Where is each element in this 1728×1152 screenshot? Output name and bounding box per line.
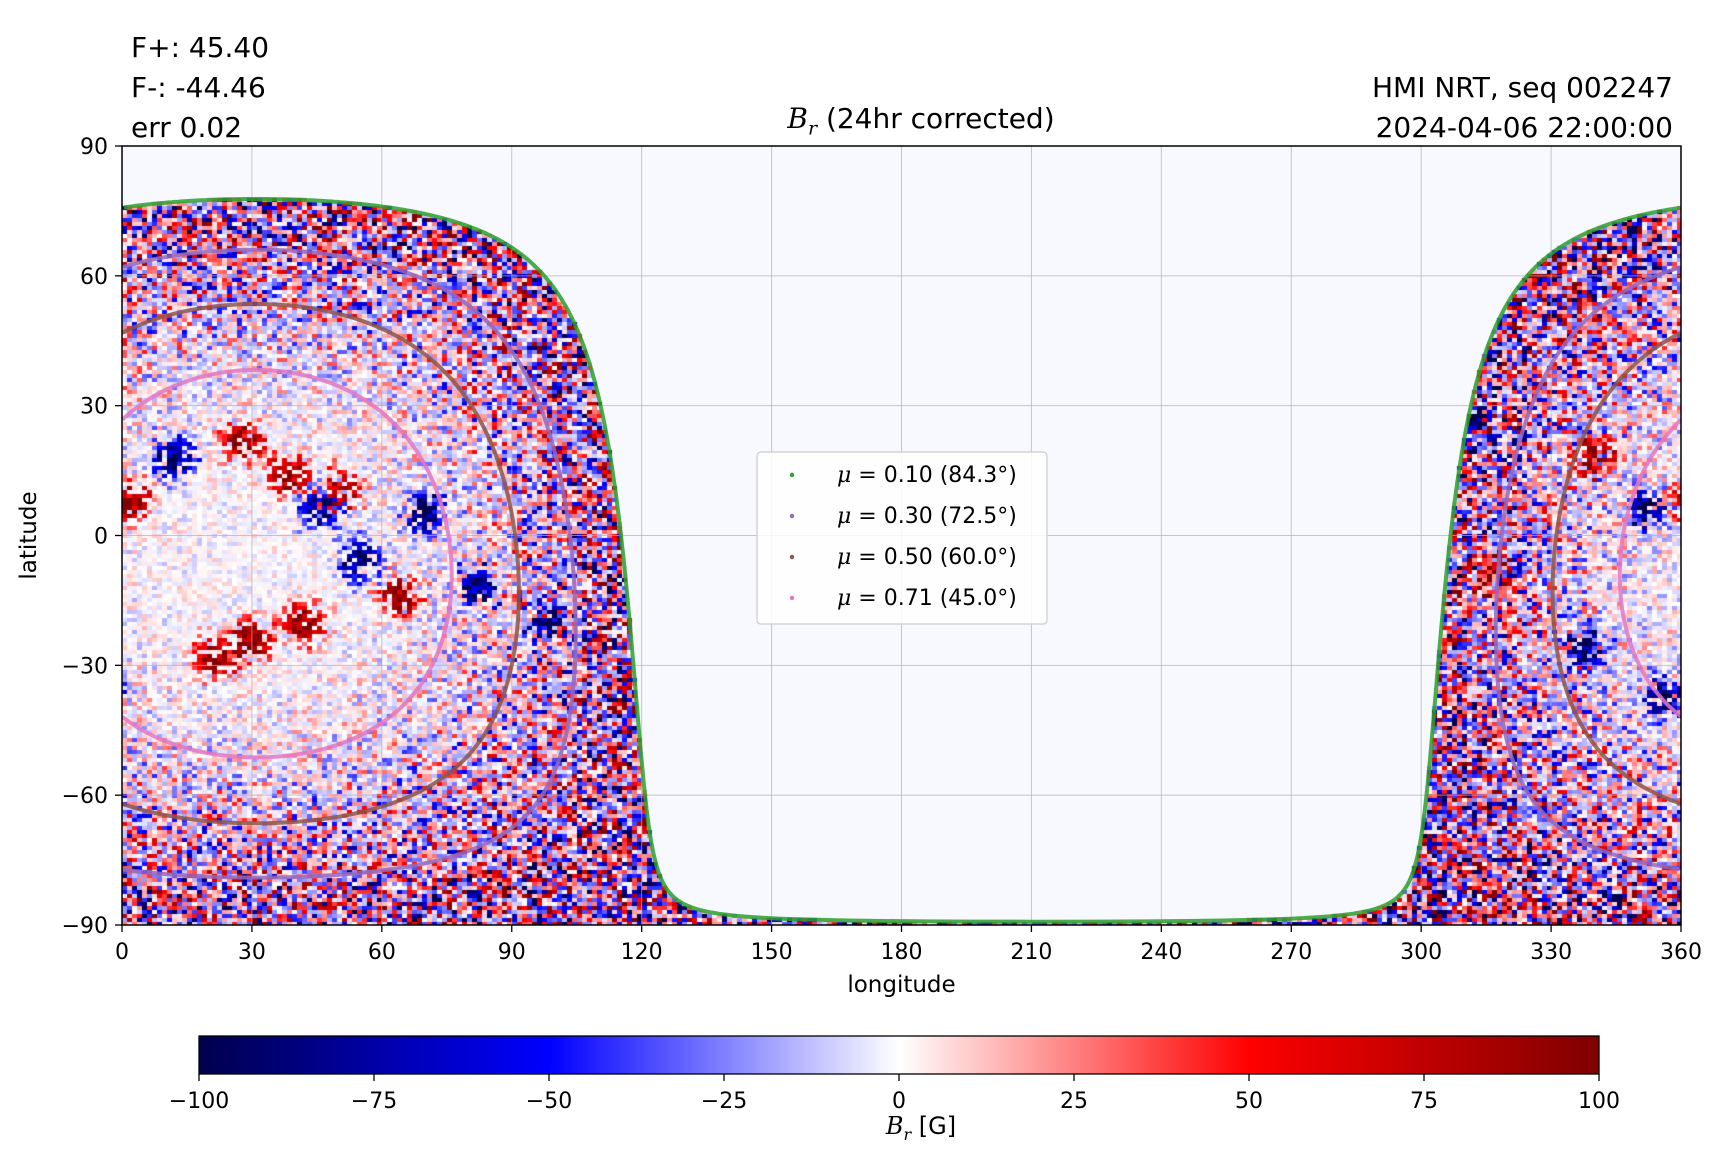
y-tick-label: 30 <box>80 395 108 420</box>
y-tick-label: −90 <box>62 914 108 939</box>
mu-contour-line <box>122 247 257 269</box>
mu-contours <box>122 197 1681 924</box>
flux-summary: F+: 45.40 F-: -44.46 err 0.02 <box>131 28 269 148</box>
y-axis-label: latitude <box>16 491 42 579</box>
colorbar-symbol: B <box>885 1112 904 1141</box>
colorbar-tick-label: −25 <box>701 1089 747 1114</box>
title-subscript: r <box>807 117 818 140</box>
mu-contour-line <box>122 302 257 335</box>
title-suffix: (24hr corrected) <box>817 102 1055 135</box>
chart-title: Br (24hr corrected) <box>787 102 1054 140</box>
colorbar-tick-label: −100 <box>169 1089 229 1114</box>
mu-contour-line <box>122 367 454 760</box>
y-tick-label: 60 <box>80 265 108 290</box>
flux-error: err 0.02 <box>131 111 243 144</box>
mu-contour-line <box>1550 331 1681 806</box>
colorbar-units: [G] <box>911 1112 957 1141</box>
y-tick-label: −60 <box>62 784 108 809</box>
mu-contour-line <box>122 302 521 826</box>
x-tick-label: 30 <box>238 940 266 965</box>
legend-label: μ = 0.50 (60.0°) <box>837 545 1017 570</box>
x-axis: 0 30 60 90 120 150 180 210 240 270 300 330 360 longit… <box>115 925 1702 998</box>
mu-contour-line <box>123 197 257 210</box>
y-tick-label: 90 <box>80 135 108 160</box>
x-axis-label: longitude <box>847 972 955 998</box>
x-tick-label: 60 <box>368 940 396 965</box>
mu-contour-line <box>256 197 1681 924</box>
colorbar-tick-label: 50 <box>1235 1089 1263 1114</box>
mu-contour-line <box>1493 265 1681 872</box>
colorbar-label: Br [G] <box>886 1112 956 1144</box>
legend: μ = 0.10 (84.3°) μ = 0.30 (72.5°) μ = 0.50… <box>756 451 1048 625</box>
observation-datetime: 2024-04-06 22:00:00 <box>1375 111 1673 144</box>
colorbar: −100 −75 −50 −25 0 25 50 75 100 <box>169 1035 1620 1114</box>
colorbar-tick-label: −75 <box>351 1089 397 1114</box>
x-tick-label: 150 <box>751 940 793 965</box>
mu-contour-line <box>122 367 257 422</box>
colorbar-tick-label: 0 <box>892 1089 906 1114</box>
legend-label: μ = 0.10 (84.3°) <box>837 463 1017 488</box>
x-tick-label: 180 <box>881 940 923 965</box>
title-symbol: B <box>787 102 808 135</box>
colorbar-tick-label: 100 <box>1578 1089 1620 1114</box>
x-tick-label: 240 <box>1140 940 1182 965</box>
flux-positive: F+: 45.40 <box>131 31 270 64</box>
x-tick-label: 90 <box>498 940 526 965</box>
mu-contour-1 <box>122 247 1681 880</box>
colorbar-tick-label: −50 <box>526 1089 572 1114</box>
legend-marker <box>789 595 795 601</box>
x-tick-label: 120 <box>621 940 663 965</box>
colorbar-subscript: r <box>903 1124 912 1144</box>
mu-contour-2 <box>122 302 1681 826</box>
data-source: HMI NRT, seq 002247 <box>1371 71 1673 104</box>
observation-info: HMI NRT, seq 002247 2024-04-06 22:00:00 <box>1372 68 1673 148</box>
legend-marker <box>789 513 795 519</box>
legend-label: μ = 0.30 (72.5°) <box>837 504 1017 529</box>
y-tick-label: 0 <box>94 525 108 550</box>
mu-contour-3 <box>122 367 1681 760</box>
x-tick-label: 300 <box>1400 940 1442 965</box>
flux-negative: F-: -44.46 <box>131 71 266 104</box>
x-tick-label: 210 <box>1010 940 1052 965</box>
x-tick-label: 330 <box>1530 940 1572 965</box>
x-tick-label: 270 <box>1270 940 1312 965</box>
x-tick-label: 0 <box>115 940 129 965</box>
legend-marker <box>789 554 795 560</box>
mu-contour-line <box>122 247 578 880</box>
x-tick-label: 360 <box>1660 940 1702 965</box>
legend-box <box>756 451 1048 625</box>
colorbar-tick-label: 25 <box>1060 1089 1088 1114</box>
y-axis: −90 −60 −30 0 30 60 90 latitude <box>16 135 122 939</box>
colorbar-tick-label: 75 <box>1410 1089 1438 1114</box>
colorbar-gradient <box>198 1035 1600 1075</box>
mu-contour-0 <box>123 197 1681 924</box>
y-tick-label: −30 <box>62 654 108 679</box>
legend-marker <box>789 472 795 478</box>
mu-contour-line <box>1617 418 1681 718</box>
legend-label: μ = 0.71 (45.0°) <box>837 586 1017 611</box>
